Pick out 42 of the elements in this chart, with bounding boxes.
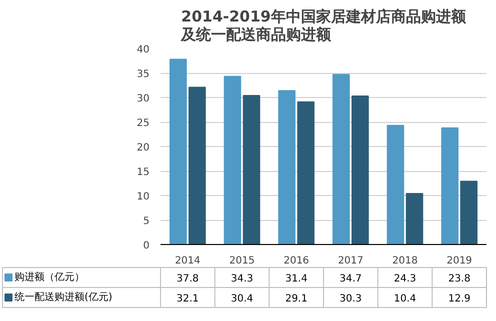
data-label: 34.3 — [230, 274, 254, 284]
bar — [297, 101, 314, 244]
bar — [352, 96, 369, 244]
data-label: 37.8 — [176, 274, 199, 284]
data-label: 34.7 — [340, 274, 362, 284]
x-tick-label: 2019 — [446, 256, 472, 266]
bar — [332, 74, 350, 244]
y-tick-label: 35 — [136, 69, 150, 80]
y-tick-label: 15 — [136, 167, 150, 178]
bar — [441, 127, 458, 244]
y-tick-label: 20 — [136, 142, 150, 154]
chart-title: 2014-2019年中国家居建材店商品购进额及统一配送商品购进额 — [180, 8, 467, 44]
bar — [188, 86, 206, 244]
data-label: 32.1 — [176, 294, 199, 304]
y-tick-label: 10 — [136, 192, 150, 202]
data-label: 23.8 — [448, 274, 470, 284]
data-label: 12.9 — [448, 294, 470, 304]
bar — [170, 58, 187, 244]
bar — [460, 180, 478, 244]
y-tick-label: 30 — [136, 94, 150, 104]
data-label: 31.4 — [285, 274, 308, 284]
data-label: 30.4 — [230, 294, 254, 304]
y-tick-label: 5 — [143, 216, 150, 227]
bar — [406, 193, 424, 244]
bar — [224, 76, 242, 244]
data-label: 10.4 — [394, 294, 416, 304]
y-tick-label: 25 — [136, 118, 150, 129]
x-tick-label: 2014 — [174, 256, 200, 266]
x-tick-label: 2017 — [338, 256, 364, 266]
x-tick-label: 2015 — [229, 256, 255, 266]
data-label: 29.1 — [285, 294, 308, 304]
bar — [242, 95, 260, 244]
x-tick-label: 2016 — [284, 256, 310, 266]
bar — [278, 90, 296, 244]
legend-label: 统一配送购进额(亿元) — [14, 291, 112, 303]
data-label: 24.3 — [394, 274, 416, 284]
y-tick-label: 40 — [136, 44, 150, 56]
legend-label: 购进额（亿元） — [14, 271, 84, 283]
data-label: 30.3 — [340, 294, 362, 304]
y-tick-label: 0 — [143, 240, 150, 252]
x-tick-label: 2018 — [392, 256, 418, 266]
bar — [386, 124, 404, 244]
